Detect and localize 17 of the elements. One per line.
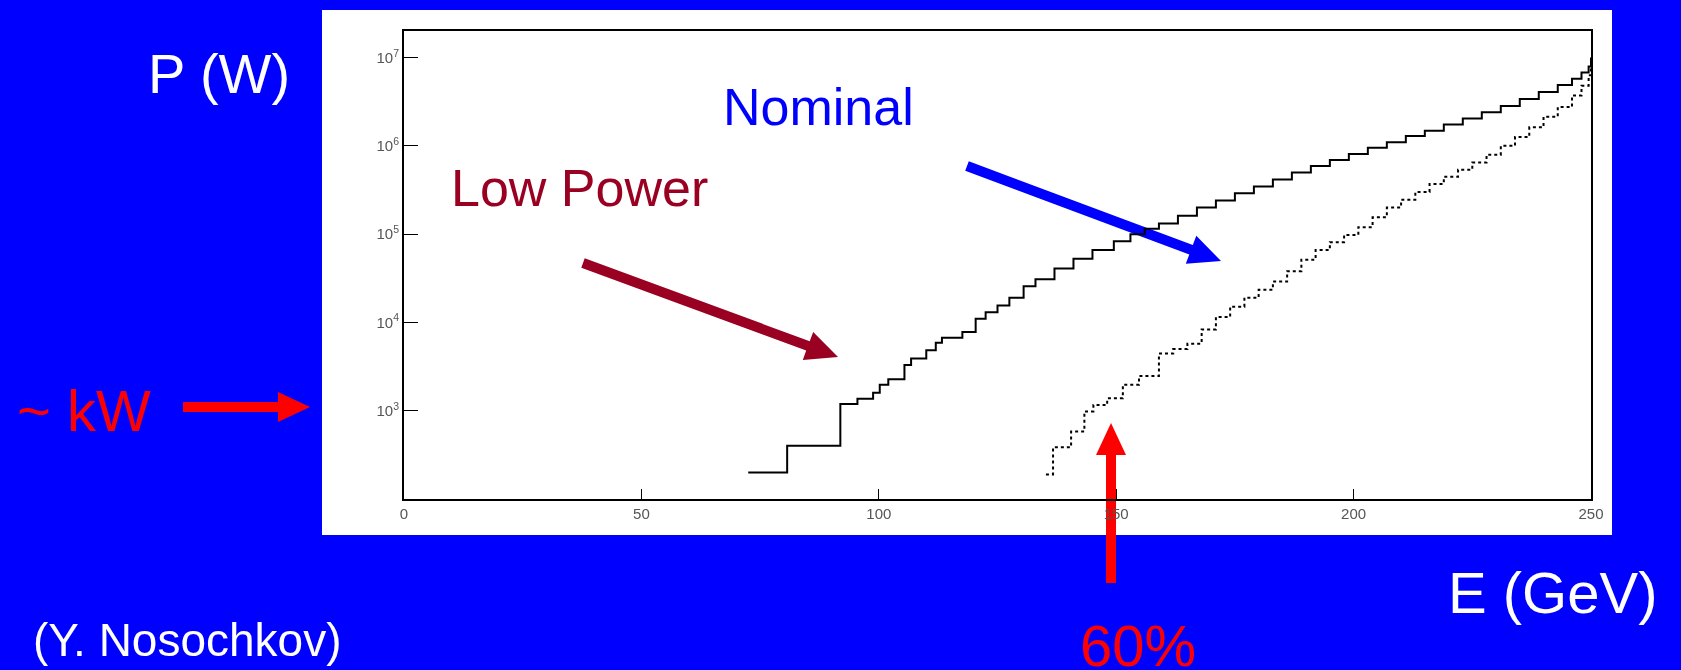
text: (Y. Nosochkov) xyxy=(33,614,342,666)
y-tick-label: 10$^{7}$ xyxy=(376,46,400,66)
y-tick-label: 10$^{4}$ xyxy=(376,311,400,331)
y-tick-label: 10$^{5}$ xyxy=(376,223,400,243)
x-tick-label: 100 xyxy=(866,505,892,522)
x-tick-label: 50 xyxy=(633,505,650,522)
x-axis-title: E (GeV) xyxy=(1448,560,1658,625)
annotation: Low Power xyxy=(451,159,709,217)
y-tick-label: 10$^{3}$ xyxy=(376,399,400,419)
y-axis-title: P (W) xyxy=(148,42,291,105)
x-tick-label: 250 xyxy=(1578,505,1604,522)
annotation: Nominal xyxy=(723,78,914,136)
text: ~ kW xyxy=(17,378,151,443)
x-tick-label: 200 xyxy=(1341,505,1367,522)
x-tick-label: 0 xyxy=(399,505,409,522)
y-tick-label: 10$^{6}$ xyxy=(376,134,400,155)
text: 60% xyxy=(1080,613,1197,670)
